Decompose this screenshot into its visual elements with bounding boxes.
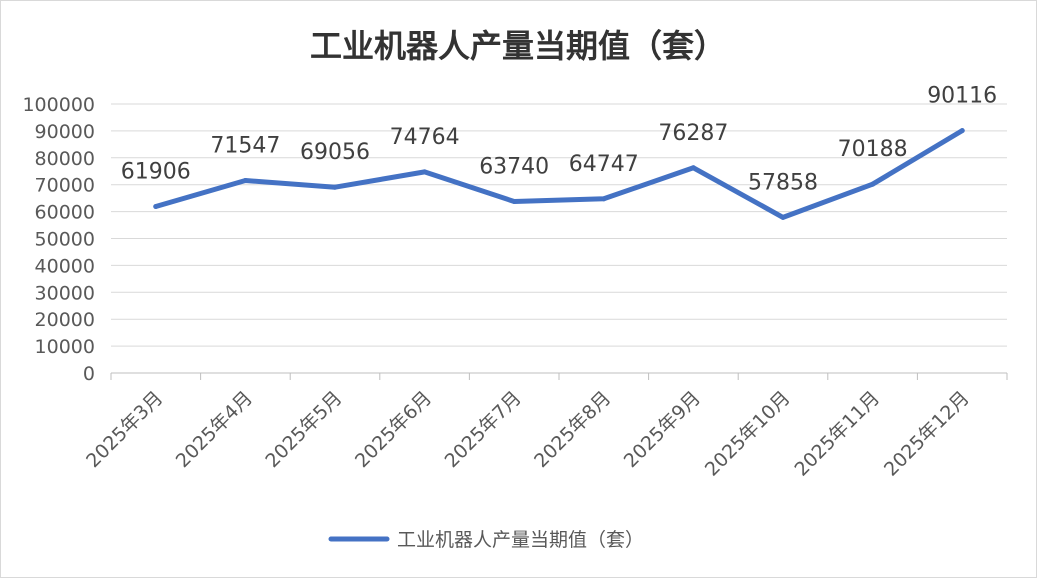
- x-tick-label: 2025年12月: [880, 387, 974, 481]
- data-label: 76287: [658, 121, 728, 146]
- x-tick-label: 2025年5月: [261, 387, 346, 472]
- chart-title: 工业机器人产量当期值（套）: [310, 27, 726, 65]
- data-label: 63740: [479, 155, 549, 180]
- data-label: 64747: [569, 152, 639, 177]
- x-tick-label: 2025年7月: [441, 387, 526, 472]
- gridlines: [111, 103, 1007, 347]
- data-label: 70188: [838, 137, 908, 162]
- data-label: 61906: [121, 159, 191, 184]
- x-tick-label: 2025年9月: [620, 387, 705, 472]
- x-tick-label: 2025年10月: [701, 387, 795, 481]
- data-point: [332, 184, 338, 190]
- y-tick-label: 100000: [22, 94, 95, 116]
- x-tick-label: 2025年3月: [82, 387, 167, 472]
- data-point: [511, 199, 517, 205]
- x-tick-label: 2025年6月: [351, 387, 436, 472]
- data-point: [601, 196, 607, 202]
- data-point: [422, 169, 428, 175]
- y-tick-label: 10000: [35, 336, 95, 358]
- data-point: [153, 203, 159, 209]
- y-tick-label: 40000: [35, 255, 95, 277]
- y-tick-label: 60000: [35, 202, 95, 224]
- data-label: 74764: [390, 125, 460, 150]
- data-point: [959, 128, 965, 134]
- x-tick-label: 2025年8月: [530, 387, 615, 472]
- x-tick-label: 2025年4月: [172, 387, 257, 472]
- y-tick-label: 80000: [35, 148, 95, 170]
- legend: 工业机器人产量当期值（套）: [328, 529, 644, 551]
- series-group: [153, 128, 965, 220]
- series-line: [153, 128, 965, 220]
- y-tick-label: 90000: [35, 121, 95, 143]
- data-point: [780, 214, 786, 220]
- data-label: 71547: [210, 134, 280, 159]
- data-point: [242, 178, 248, 184]
- y-tick-label: 0: [83, 363, 95, 385]
- data-label: 57858: [748, 170, 818, 195]
- data-labels: 61906 71547 69056 74764 63740 64747 76287 57858…: [121, 84, 997, 196]
- y-tick-label: 50000: [35, 229, 95, 251]
- y-tick-label: 30000: [35, 282, 95, 304]
- x-axis: 2025年3月 2025年4月 2025年5月 2025年6月 2025年7月 2025年…: [82, 372, 1008, 481]
- x-tick-label: 2025年11月: [790, 387, 884, 481]
- data-label: 90116: [927, 84, 997, 109]
- y-tick-label: 70000: [35, 175, 95, 197]
- data-point: [690, 165, 696, 171]
- y-tick-label: 20000: [35, 309, 95, 331]
- y-axis: 0 10000 20000 30000 40000 50000 60000 70000 8000…: [22, 94, 95, 385]
- data-label: 69056: [300, 140, 370, 165]
- data-point: [870, 181, 876, 187]
- legend-label: 工业机器人产量当期值（套）: [397, 529, 644, 551]
